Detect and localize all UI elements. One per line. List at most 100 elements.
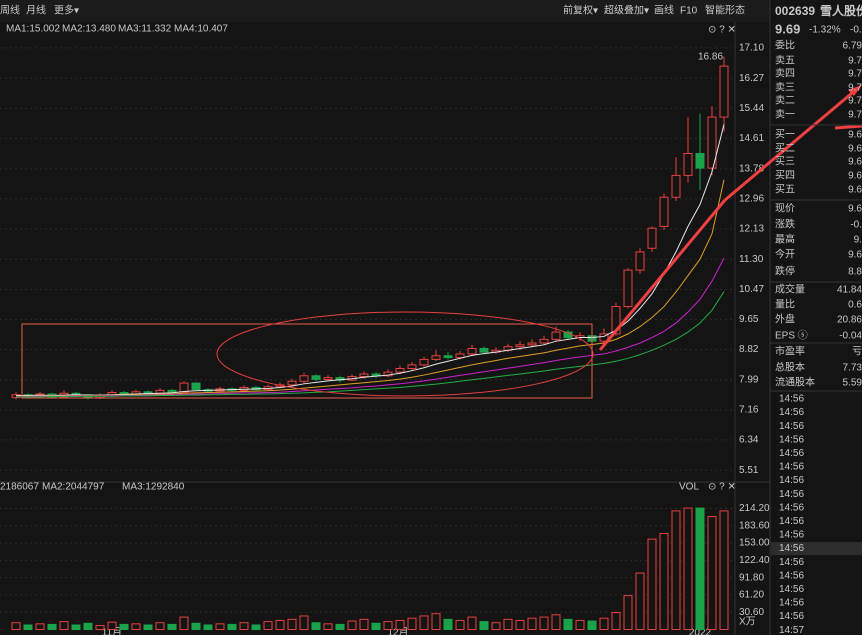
volume-bar bbox=[59, 621, 69, 631]
volume-bar bbox=[143, 624, 153, 631]
legend-entry: 2186067 bbox=[0, 482, 39, 493]
volume-bar bbox=[707, 516, 717, 631]
candle-body bbox=[647, 227, 657, 249]
row-label: 成交量 bbox=[775, 283, 805, 296]
toolbar-item[interactable]: 周线 bbox=[0, 4, 20, 17]
candle-body bbox=[551, 331, 561, 340]
volume-bar bbox=[311, 622, 321, 630]
trade-time: 14:56 bbox=[779, 462, 804, 473]
row-label: 外盘 bbox=[775, 313, 795, 326]
change: -0. bbox=[850, 25, 862, 36]
trade-time: 14:56 bbox=[779, 598, 804, 609]
trade-time: 14:56 bbox=[779, 407, 804, 418]
toolbar-item[interactable]: 月线 bbox=[26, 4, 46, 17]
volume-bar bbox=[335, 623, 345, 630]
row-label: 买三 bbox=[775, 156, 795, 168]
high-label: 16.86 bbox=[698, 51, 723, 62]
x-tick-label: 11月 bbox=[102, 627, 122, 635]
ma-line bbox=[16, 291, 725, 398]
row-value: 9.6 bbox=[848, 204, 862, 215]
row-label: 买一 bbox=[775, 129, 795, 141]
vol-icons[interactable]: ⊙ ? ✕ bbox=[708, 482, 736, 493]
legend-entry: MA1:15.002 bbox=[6, 24, 60, 35]
volume-bar bbox=[623, 595, 633, 630]
row-value: -0.04 bbox=[839, 331, 862, 342]
row-label: 最高 bbox=[775, 233, 795, 246]
candle-body bbox=[167, 389, 177, 393]
volume-bar bbox=[227, 623, 237, 630]
y-tick-label: 12.13 bbox=[739, 224, 764, 235]
candle-body bbox=[191, 382, 201, 391]
trade-time: 14:56 bbox=[779, 448, 804, 459]
row-label: 现价 bbox=[775, 203, 795, 215]
volume-bar bbox=[527, 617, 537, 631]
row-value: 9.6 bbox=[848, 185, 862, 196]
row-label: 流通股本 bbox=[775, 376, 815, 389]
trade-time: 14:56 bbox=[779, 530, 804, 541]
row-label: 买五 bbox=[775, 184, 795, 196]
trade-time: 14:56 bbox=[779, 394, 804, 405]
toolbar-item[interactable]: 画线 bbox=[654, 4, 674, 17]
annotations bbox=[21, 85, 862, 399]
y-tick-label: 5.51 bbox=[739, 465, 759, 476]
candle-body bbox=[407, 364, 417, 370]
candle-body bbox=[431, 355, 441, 360]
toolbar-item[interactable]: 智能形态 bbox=[705, 4, 745, 17]
volume-bar bbox=[263, 621, 273, 631]
volume-bar bbox=[155, 622, 165, 630]
y-tick-label: 15.44 bbox=[739, 103, 764, 114]
toolbar-item[interactable]: F10 bbox=[680, 6, 698, 17]
chart-icons[interactable]: ⊙ ? ✕ bbox=[708, 25, 736, 36]
volume-bar bbox=[503, 618, 513, 630]
candle-body bbox=[359, 373, 369, 378]
y-tick-label: 9.65 bbox=[739, 314, 759, 325]
volume-bar bbox=[539, 616, 549, 630]
volume-bar bbox=[683, 507, 693, 630]
volume-bar bbox=[251, 624, 261, 631]
y-tick-label: 8.82 bbox=[739, 344, 759, 355]
toolbar-item[interactable]: 前复权▾ bbox=[563, 4, 598, 17]
y-tick-label: 17.10 bbox=[739, 43, 764, 54]
volume-bar bbox=[71, 624, 81, 631]
row-value: 9. bbox=[854, 235, 862, 246]
candle-body bbox=[695, 153, 705, 169]
volume-bar bbox=[11, 622, 21, 630]
volume-bar bbox=[203, 624, 213, 631]
row-value: 5.59 bbox=[843, 378, 862, 389]
toolbar-item[interactable]: 更多▾ bbox=[54, 4, 79, 17]
volume-bar bbox=[443, 618, 453, 630]
trade-time: 14:56 bbox=[779, 502, 804, 513]
row-label: 涨跌 bbox=[775, 218, 795, 231]
candle-body bbox=[527, 342, 537, 346]
candle-body bbox=[323, 377, 333, 380]
selected-row bbox=[771, 542, 862, 556]
y-tick-label: 7.99 bbox=[739, 374, 759, 385]
y-tick-label: 16.27 bbox=[739, 73, 764, 84]
quote-panel: 002639 雪人股份 9.69 -1.32% -0. 委比 6.79 卖五 9.7 卖四 9.7 卖… bbox=[770, 3, 862, 635]
y-tick-label: 91.80 bbox=[739, 572, 764, 583]
candle-body bbox=[443, 355, 453, 359]
row-label: 量比 bbox=[775, 299, 795, 311]
row-label: 卖四 bbox=[775, 68, 795, 80]
trade-time: 14:56 bbox=[779, 489, 804, 500]
row-value: 9.6 bbox=[848, 144, 862, 155]
row-label: 今开 bbox=[775, 248, 795, 261]
candle-body bbox=[467, 347, 477, 355]
trade-time: 14:56 bbox=[779, 434, 804, 445]
volume-bar bbox=[323, 623, 333, 631]
row-value: 20.86 bbox=[837, 315, 862, 326]
row-value: -0. bbox=[850, 220, 862, 231]
volume-bar bbox=[47, 623, 57, 630]
y-tick-label: 30.60 bbox=[739, 607, 764, 618]
row-label: 总股本 bbox=[775, 361, 805, 374]
row-label: 卖三 bbox=[775, 82, 795, 94]
y-tick-label: 7.16 bbox=[739, 405, 759, 416]
y-tick-label: 6.34 bbox=[739, 435, 759, 446]
row-value: 9.6 bbox=[848, 250, 862, 261]
toolbar-item[interactable]: 超级叠加▾ bbox=[604, 4, 649, 17]
row-value: 9.6 bbox=[848, 171, 862, 182]
y-tick-label: 14.61 bbox=[739, 133, 764, 144]
legend-entry: MA2:2044797 bbox=[42, 482, 105, 493]
y-tick-label: 13.78 bbox=[739, 163, 764, 174]
volume-bar bbox=[239, 622, 249, 630]
